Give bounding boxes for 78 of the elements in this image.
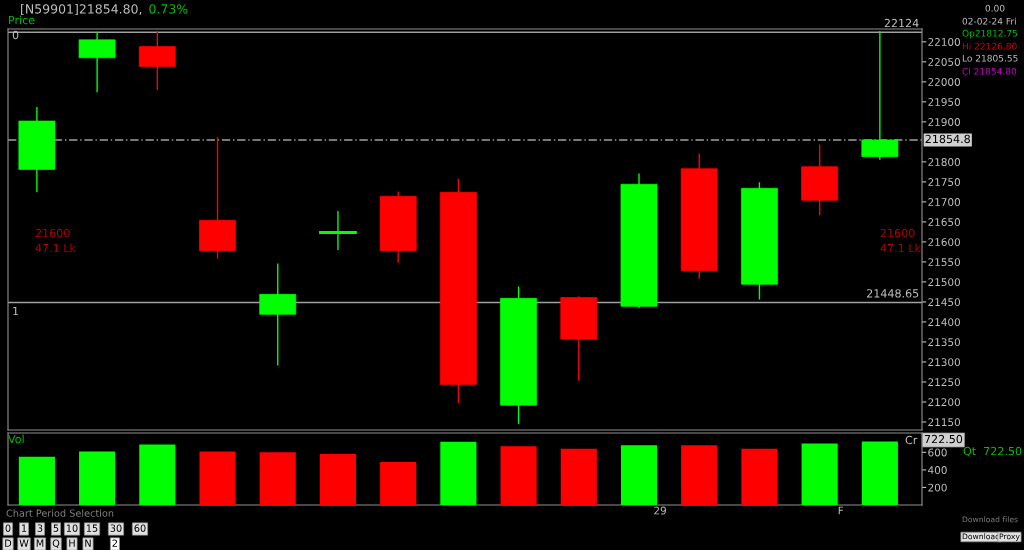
y-tick-label: 21750 [928, 178, 960, 186]
text: 02-02-24 Fri [962, 17, 1016, 25]
y-tick-label: 400 [928, 466, 947, 474]
y-tick-label: 21450 [928, 298, 960, 307]
bar [79, 451, 116, 505]
ref-line-label: 21854.8 [925, 134, 970, 144]
bar [380, 461, 417, 505]
y-tick-label: 21250 [928, 378, 960, 387]
bar [199, 451, 236, 505]
text: H [69, 539, 75, 547]
text: Op21812.75 [962, 29, 1018, 39]
x-tick-label: F [838, 506, 844, 515]
bar [560, 448, 597, 505]
annotation: 0 [12, 30, 19, 40]
y-tick-label: 21700 [928, 198, 960, 206]
ref-line-label: 22124 [884, 18, 919, 28]
y-tick-label: 21350 [928, 338, 960, 347]
y-tick-label: 21650 [928, 218, 960, 226]
text: 3 [37, 524, 43, 532]
text: Qt 722.50 [963, 446, 1022, 457]
bar [319, 454, 357, 505]
text: 0.00 [985, 4, 1005, 12]
x-tick-label: 29 [654, 506, 666, 515]
text: 10 [66, 524, 78, 532]
text: 722.50 [924, 434, 963, 444]
bar [681, 445, 718, 505]
y-tick-label: 21600 [928, 238, 960, 247]
text: 15 [86, 524, 98, 532]
y-tick-label: 21800 [928, 158, 960, 166]
annotation: 21600 [35, 228, 70, 238]
annotation: 21600 [880, 228, 915, 238]
y-tick-label: 21900 [928, 118, 960, 126]
text: Price [9, 15, 35, 25]
y-tick-label: 21300 [928, 358, 960, 367]
y-tick-label: 22000 [928, 78, 960, 86]
y-tick-label: 200 [928, 483, 947, 492]
text: Hi 22126.80 [962, 42, 1017, 50]
annotation: Cr [905, 435, 918, 445]
y-tick-label: 22050 [928, 58, 960, 66]
text: N [85, 539, 91, 547]
text: Q [52, 539, 60, 548]
text: 2 [112, 539, 118, 547]
bar [500, 446, 537, 505]
y-tick-label: 21550 [928, 258, 960, 267]
bar [440, 441, 477, 505]
annotation: Vol [8, 434, 24, 444]
text: Lo 21805.55 [962, 54, 1018, 62]
text: W [19, 539, 29, 547]
text: 0 [5, 524, 11, 532]
y-tick-label: 22100 [928, 38, 960, 46]
bar [801, 443, 838, 505]
y-tick-label: 21400 [928, 318, 960, 327]
y-tick-label: 21200 [928, 398, 960, 407]
y-tick-label: 21950 [928, 98, 960, 106]
bar [741, 448, 778, 505]
bar [18, 456, 55, 505]
chart-subtitle: 0.73% [149, 4, 188, 14]
text: 60 [134, 524, 146, 532]
chart-title: [N59901]21854.80, [21, 3, 142, 16]
bar [620, 445, 658, 505]
text: 1 [21, 524, 27, 532]
text: Chart Period Selection [6, 509, 114, 517]
y-tick-label: 21150 [928, 418, 960, 427]
text: M [36, 539, 44, 547]
text: D [5, 539, 12, 547]
y-tick-label: 600 [928, 448, 947, 457]
annotation: 47.1 Lk [880, 243, 921, 253]
annotation: 47.1 Lk [35, 243, 76, 253]
ref-line-label: 21448.65 [867, 289, 919, 298]
bar [139, 444, 176, 505]
y-tick-label: 21500 [928, 278, 960, 287]
text: 5 [53, 524, 59, 532]
bar [861, 441, 898, 505]
bar [259, 452, 296, 505]
candlestick [319, 210, 357, 251]
text: 30 [110, 524, 122, 532]
text: Cl 21854.80 [962, 67, 1017, 75]
annotation: 1 [13, 306, 19, 316]
